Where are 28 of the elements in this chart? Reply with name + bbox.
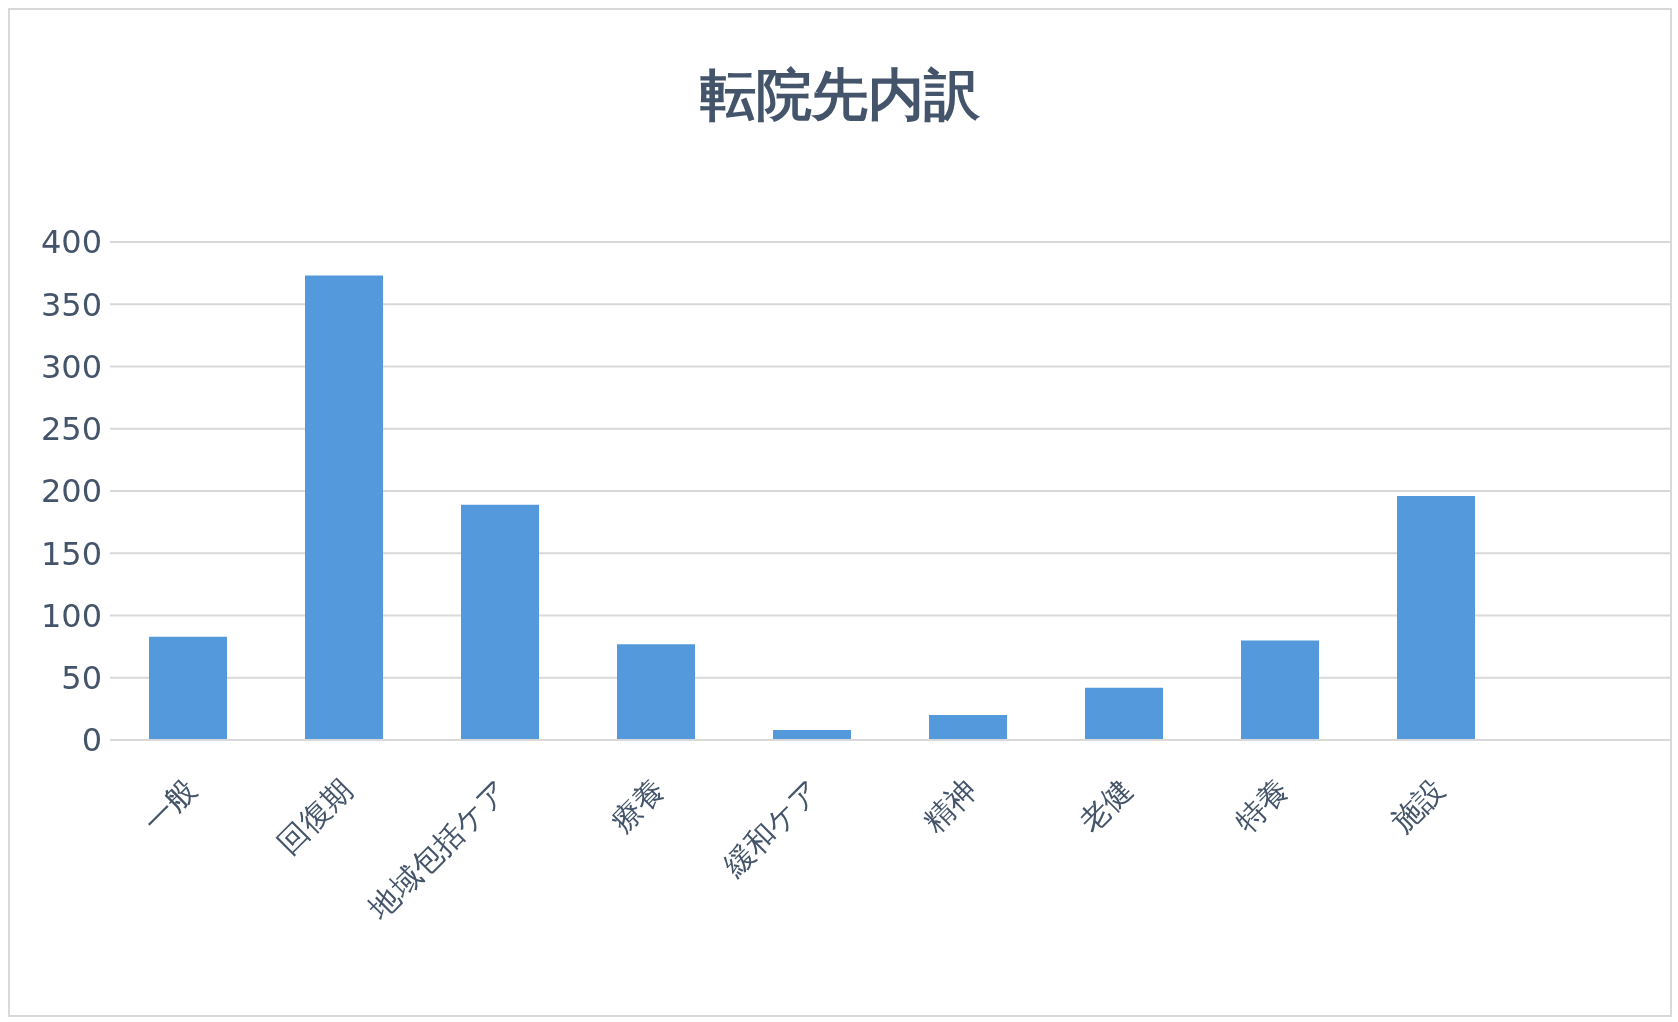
bar <box>1085 687 1163 740</box>
bar <box>305 275 383 740</box>
y-tick-label: 200 <box>40 472 102 511</box>
x-tick-label: 緩和ケア <box>715 772 827 884</box>
x-tick-label: 施設 <box>1383 772 1451 840</box>
bar <box>929 715 1007 740</box>
x-tick-label: 一般 <box>135 772 203 840</box>
y-tick-label: 0 <box>81 721 102 760</box>
y-tick-label: 250 <box>40 410 102 449</box>
x-tick-label: 地域包括ケア <box>360 772 515 927</box>
y-tick-label: 50 <box>61 659 102 698</box>
x-tick-label: 回復期 <box>270 772 359 861</box>
bar <box>1397 495 1475 740</box>
y-tick-label: 150 <box>40 534 102 573</box>
x-tick-label: 特養 <box>1227 772 1295 840</box>
bar <box>1241 640 1319 740</box>
bar <box>617 644 695 740</box>
x-tick-label: 老健 <box>1071 772 1139 840</box>
x-tick-label: 精神 <box>915 772 983 840</box>
y-tick-label: 300 <box>40 347 102 386</box>
chart-title: 転院先内訳 <box>699 61 981 129</box>
x-tick-label: 療養 <box>603 772 671 840</box>
bar <box>149 636 227 740</box>
y-tick-label: 350 <box>40 285 102 324</box>
bar <box>461 504 539 740</box>
y-tick-label: 100 <box>40 596 102 635</box>
y-tick-label: 400 <box>40 223 102 262</box>
bar <box>773 730 851 740</box>
